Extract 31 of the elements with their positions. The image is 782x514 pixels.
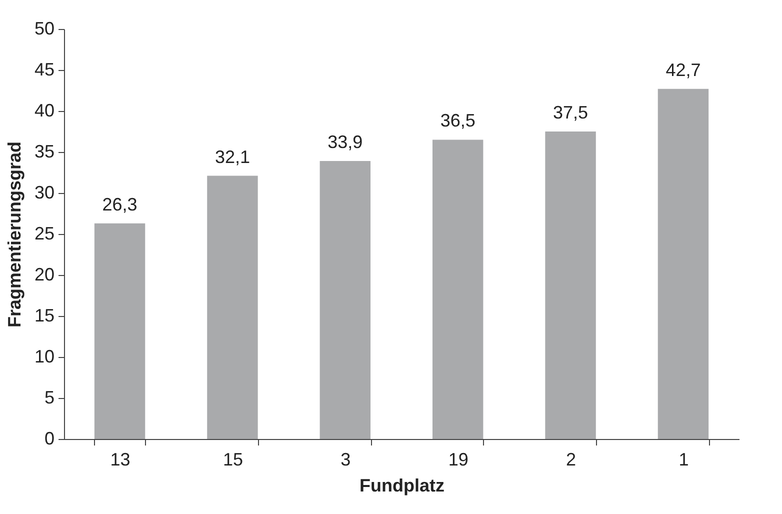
y-tick-label: 15 (34, 306, 54, 326)
x-tick-label: 2 (566, 450, 576, 470)
y-tick-label: 0 (44, 428, 54, 448)
x-tick-label: 15 (222, 450, 243, 470)
x-tick-label: 13 (110, 450, 130, 470)
bar (207, 176, 258, 439)
y-tick-label: 25 (34, 224, 54, 244)
bar (320, 161, 371, 439)
y-tick-label: 20 (34, 264, 54, 284)
data-label: 32,1 (214, 146, 250, 167)
x-tick-label: 3 (340, 450, 351, 470)
y-tick-label: 35 (34, 142, 54, 162)
data-label: 26,3 (102, 194, 138, 214)
bar (545, 132, 596, 439)
y-tick-label: 45 (34, 60, 54, 80)
data-label: 36,5 (440, 110, 476, 131)
y-axis-title: Fragmentierungsgrad (4, 141, 24, 328)
bar (658, 88, 709, 439)
y-tick-label: 40 (34, 100, 54, 120)
data-label: 37,5 (553, 102, 588, 122)
x-tick-label: 1 (678, 450, 689, 470)
bar (94, 223, 146, 439)
x-axis-title: Fundplatz (360, 476, 444, 496)
data-label: 33,9 (328, 132, 363, 152)
x-tick-label: 19 (448, 450, 468, 470)
bar (432, 140, 484, 439)
y-tick-label: 50 (34, 18, 54, 38)
y-tick-label: 30 (34, 182, 54, 202)
y-tick-label: 5 (44, 388, 54, 408)
y-tick-label: 10 (34, 346, 54, 366)
data-label: 42,7 (666, 60, 701, 80)
